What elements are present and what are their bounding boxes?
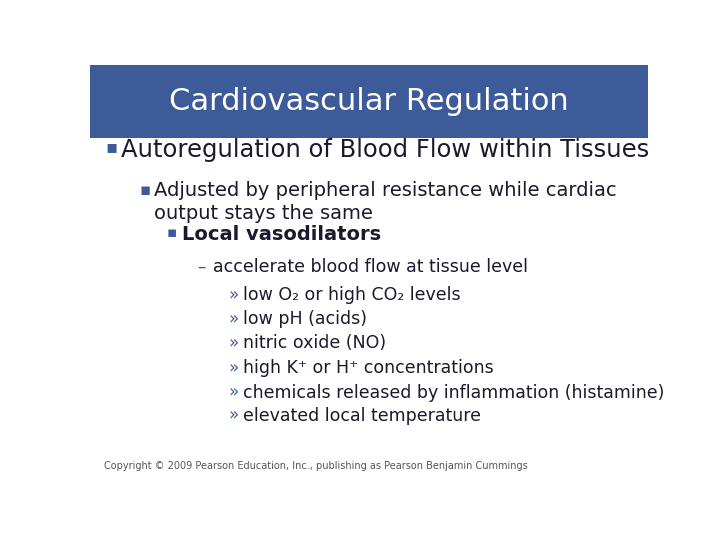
Text: »: » — [228, 334, 238, 352]
Text: chemicals released by inflammation (histamine): chemicals released by inflammation (hist… — [243, 384, 665, 402]
Text: nitric oxide (NO): nitric oxide (NO) — [243, 334, 387, 352]
Text: –: – — [198, 258, 206, 276]
Text: »: » — [228, 359, 238, 377]
Text: »: » — [228, 384, 238, 402]
FancyBboxPatch shape — [90, 65, 648, 138]
Text: Copyright © 2009 Pearson Education, Inc., publishing as Pearson Benjamin Cumming: Copyright © 2009 Pearson Education, Inc.… — [104, 462, 528, 471]
Text: :: : — [339, 225, 346, 244]
Text: accelerate blood flow at tissue level: accelerate blood flow at tissue level — [213, 258, 528, 276]
Text: »: » — [228, 407, 238, 424]
Text: high K⁺ or H⁺ concentrations: high K⁺ or H⁺ concentrations — [243, 359, 494, 377]
Text: Autoregulation of Blood Flow within Tissues: Autoregulation of Blood Flow within Tiss… — [121, 138, 649, 161]
Text: ▪: ▪ — [106, 138, 118, 156]
Text: ▪: ▪ — [167, 225, 177, 240]
Text: Adjusted by peripheral resistance while cardiac
output stays the same: Adjusted by peripheral resistance while … — [154, 181, 617, 223]
Text: »: » — [228, 310, 238, 328]
Text: Local vasodilators: Local vasodilators — [182, 225, 381, 244]
Text: Cardiovascular Regulation: Cardiovascular Regulation — [169, 87, 569, 116]
Text: low pH (acids): low pH (acids) — [243, 310, 367, 328]
Text: »: » — [228, 286, 238, 304]
Text: elevated local temperature: elevated local temperature — [243, 407, 482, 424]
Text: low O₂ or high CO₂ levels: low O₂ or high CO₂ levels — [243, 286, 461, 304]
Text: ▪: ▪ — [139, 181, 150, 199]
